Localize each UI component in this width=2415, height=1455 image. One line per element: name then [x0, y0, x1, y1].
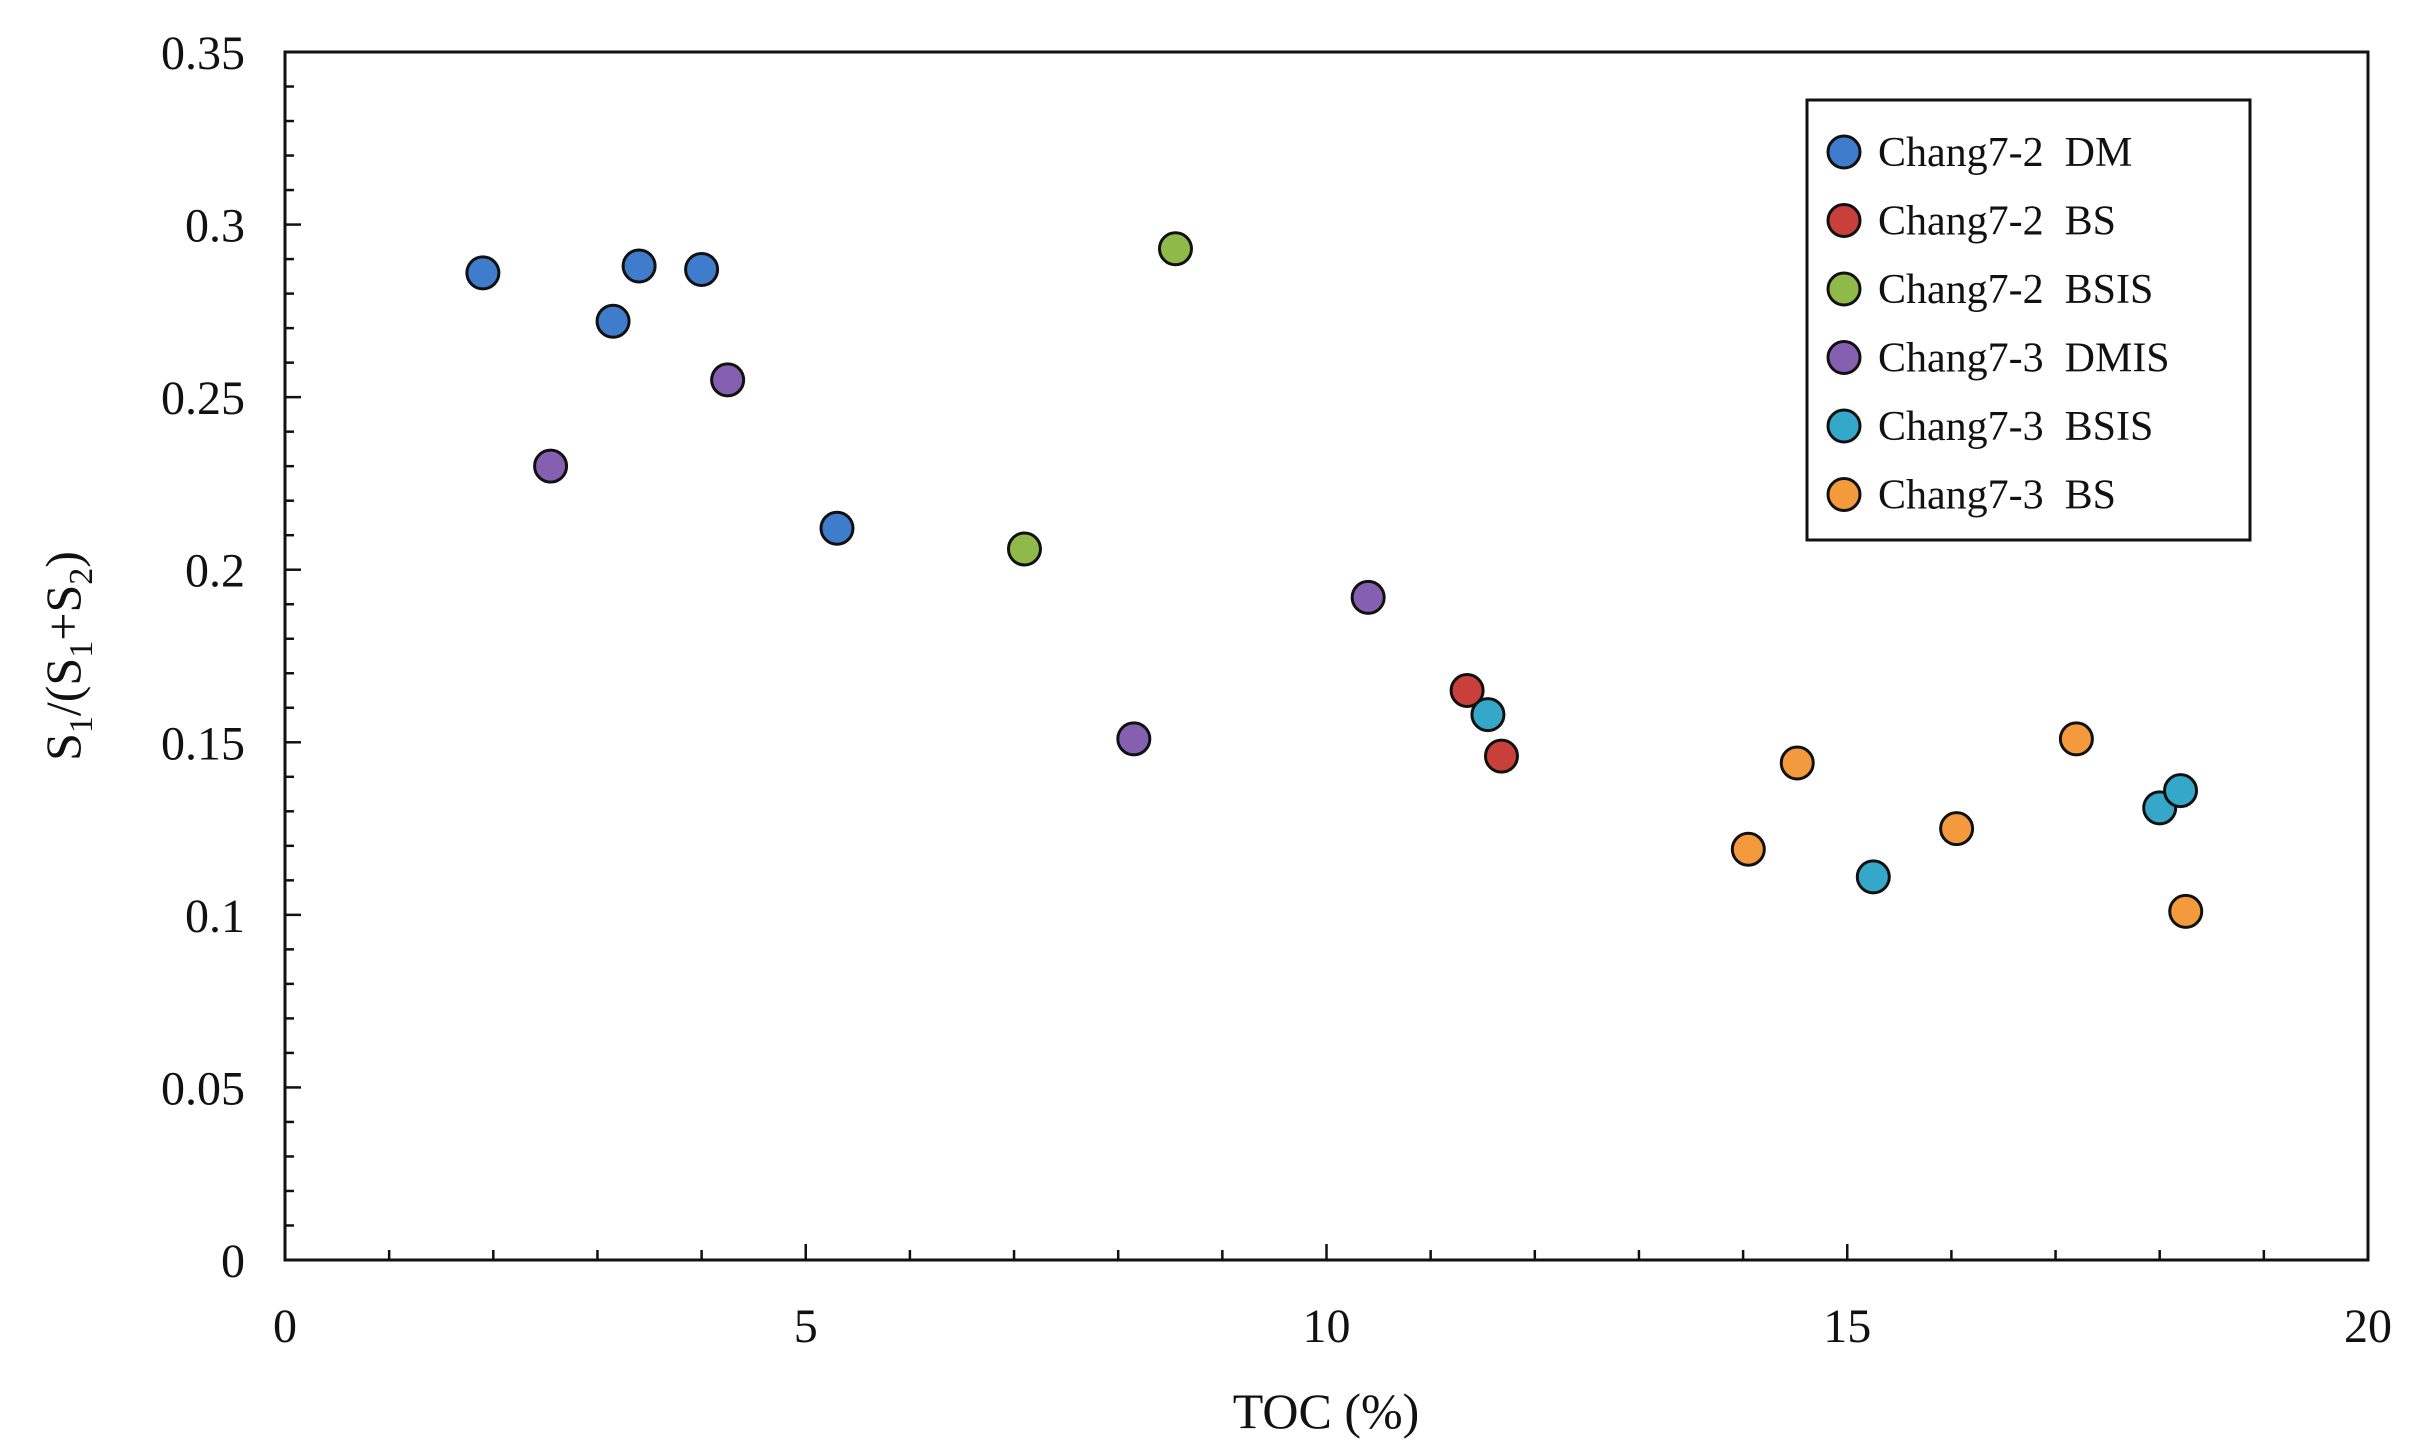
data-point-series-6	[1730, 831, 1766, 867]
y-tick-label: 0.3	[185, 200, 245, 253]
y-axis-title: S1/(S1+S2)	[35, 551, 100, 761]
legend-label: Chang7-3 BSIS	[1878, 404, 2153, 450]
x-tick-label: 5	[794, 1300, 818, 1353]
x-tick-label: 0	[273, 1300, 297, 1353]
data-point-series-4	[1116, 721, 1152, 757]
data-point-series-1	[621, 248, 657, 284]
data-point-series-2	[1449, 673, 1485, 709]
legend-label: Chang7-2 BSIS	[1878, 267, 2153, 313]
legend-marker	[1826, 271, 1862, 307]
y-tick-label: 0.2	[185, 545, 245, 598]
y-axis-title-plus: +S	[35, 585, 91, 641]
x-tick-label: 15	[1823, 1300, 1871, 1353]
tick-marks	[283, 50, 2370, 1262]
x-tick-labels: 0 5 10 15 20	[273, 1300, 2392, 1353]
legend-items: Chang7-2 DM Chang7-2 BS Chang7-2 BSIS Chang…	[1826, 130, 2170, 519]
y-tick-labels: 0 0.05 0.1 0.15 0.2 0.25 0.3 0.35	[161, 27, 245, 1288]
legend-marker	[1826, 340, 1862, 375]
data-point-series-1	[684, 251, 720, 287]
y-axis-title-sub3: 2	[63, 568, 100, 585]
data-point-series-5	[1855, 859, 1891, 895]
data-point-series-6	[1779, 745, 1815, 781]
data-point-series-1	[465, 255, 501, 291]
legend-marker	[1826, 203, 1862, 238]
y-tick-label: 0.1	[185, 890, 245, 943]
y-axis-title-sub1: 1	[63, 716, 100, 733]
x-tick-label: 10	[1303, 1300, 1351, 1353]
y-tick-label: 0.05	[161, 1062, 245, 1115]
y-tick-label: 0.35	[161, 27, 245, 80]
legend-label: Chang7-3 BS	[1878, 473, 2116, 519]
legend-marker	[1826, 477, 1862, 512]
data-point-series-4	[533, 448, 569, 484]
x-axis-title: TOC (%)	[1233, 1383, 1420, 1439]
data-point-series-1	[819, 510, 855, 546]
y-tick-label: 0.15	[161, 717, 245, 770]
legend-label: Chang7-3 DMIS	[1878, 336, 2170, 382]
legend-label: Chang7-2 BS	[1878, 199, 2116, 245]
data-point-series-4	[710, 362, 746, 398]
x-tick-label: 20	[2344, 1300, 2392, 1353]
data-points	[465, 231, 2204, 929]
data-point-series-6	[2058, 721, 2094, 757]
data-point-series-5	[1470, 697, 1506, 733]
y-axis-title-mid: /(S	[35, 658, 91, 716]
data-point-series-6	[1939, 811, 1975, 847]
y-tick-label: 0	[221, 1235, 245, 1288]
y-tick-label: 0.25	[161, 372, 245, 425]
data-point-series-3	[1157, 231, 1193, 267]
legend-box	[1805, 98, 2252, 542]
data-point-series-4	[1350, 579, 1386, 615]
legend-label: Chang7-2 DM	[1878, 130, 2132, 176]
y-axis-title-sub2: 1	[63, 641, 100, 658]
legend: Chang7-2 DM Chang7-2 BS Chang7-2 BSIS Chang…	[1805, 98, 2252, 542]
data-point-series-6	[2168, 893, 2204, 929]
data-point-series-3	[1006, 531, 1042, 567]
legend-marker	[1826, 408, 1862, 444]
y-axis-title-s: S	[35, 733, 91, 761]
data-point-series-5	[2163, 773, 2199, 809]
data-point-series-2	[1483, 738, 1519, 774]
legend-marker	[1826, 134, 1862, 170]
y-axis-title-close: )	[35, 551, 91, 568]
data-point-series-1	[595, 303, 631, 339]
